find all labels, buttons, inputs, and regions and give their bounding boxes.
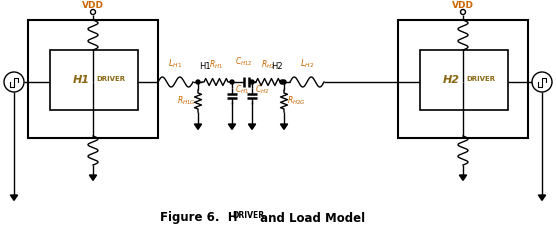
Polygon shape — [90, 175, 97, 180]
Circle shape — [196, 80, 200, 84]
Bar — [50, 50, 138, 110]
Text: VDD: VDD — [82, 0, 104, 10]
Polygon shape — [538, 195, 545, 200]
Text: $C_{H12}$: $C_{H12}$ — [235, 55, 253, 68]
Text: H1: H1 — [199, 62, 211, 71]
Bar — [28, 20, 158, 138]
Circle shape — [230, 80, 234, 84]
Text: VDD: VDD — [452, 0, 474, 10]
Text: $R_{H1G}$: $R_{H1G}$ — [177, 95, 196, 107]
Polygon shape — [229, 124, 236, 129]
Text: $R_{H1}$: $R_{H1}$ — [209, 59, 223, 71]
Circle shape — [280, 80, 284, 84]
Text: $C_{H2}$: $C_{H2}$ — [255, 84, 269, 96]
Circle shape — [250, 80, 254, 84]
Text: $L_{H2}$: $L_{H2}$ — [300, 58, 314, 70]
Text: Figure 6.  H: Figure 6. H — [160, 211, 237, 224]
Text: $R_{H2G}$: $R_{H2G}$ — [287, 95, 306, 107]
Text: $R_{H2}$: $R_{H2}$ — [261, 59, 275, 71]
Text: DRIVER: DRIVER — [96, 76, 125, 82]
Polygon shape — [280, 124, 287, 129]
Text: and Load Model: and Load Model — [256, 211, 365, 224]
Text: $L_{H1}$: $L_{H1}$ — [168, 58, 182, 70]
Text: DRIVER: DRIVER — [232, 211, 264, 220]
Text: H2: H2 — [443, 75, 460, 85]
Circle shape — [282, 80, 286, 84]
Polygon shape — [459, 175, 466, 180]
Polygon shape — [195, 124, 202, 129]
Text: DRIVER: DRIVER — [466, 76, 495, 82]
Text: H2: H2 — [271, 62, 283, 71]
Text: H1: H1 — [73, 75, 90, 85]
Text: $C_{H1}$: $C_{H1}$ — [235, 84, 249, 96]
Polygon shape — [249, 124, 256, 129]
Bar — [398, 20, 528, 138]
Polygon shape — [11, 195, 18, 200]
Bar — [420, 50, 508, 110]
